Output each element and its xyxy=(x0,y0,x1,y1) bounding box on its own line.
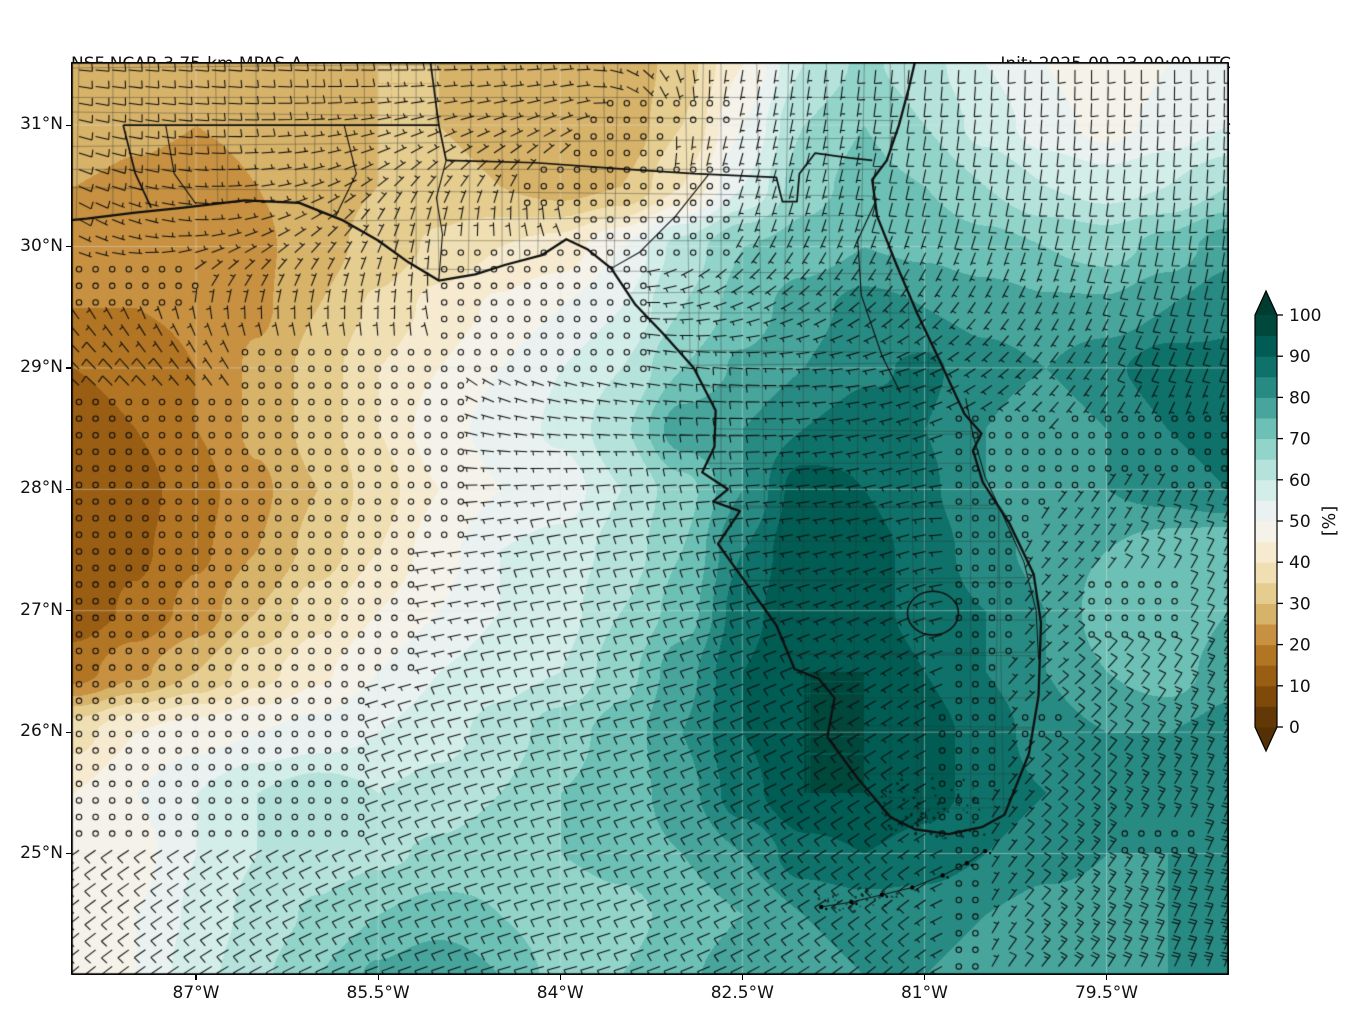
colorbar-tick-label: 60 xyxy=(1289,471,1311,491)
y-axis-tick xyxy=(66,610,71,612)
y-tick-label: 31°N xyxy=(20,114,63,135)
colorbar-band xyxy=(1255,438,1277,460)
y-axis-tick xyxy=(66,852,71,855)
y-tick-label: 30°N xyxy=(20,235,63,256)
y-tick-label: 28°N xyxy=(20,478,63,499)
colorbar-band xyxy=(1255,479,1277,501)
colorbar-band xyxy=(1255,356,1277,378)
colorbar-tick-label: 10 xyxy=(1289,677,1311,697)
x-tick-label: 82.5°W xyxy=(710,983,774,1003)
y-axis-tick xyxy=(66,367,71,369)
colorbar-band xyxy=(1255,665,1277,687)
colorbar-band xyxy=(1255,459,1277,481)
x-tick-label: 85.5°W xyxy=(346,983,410,1003)
x-tick-label: 81°W xyxy=(900,983,948,1003)
colorbar-tick-label: 20 xyxy=(1289,636,1311,656)
colorbar-band xyxy=(1255,624,1277,646)
y-tick-label: 25°N xyxy=(20,842,63,863)
y-axis-tick xyxy=(66,245,71,248)
colorbar-band xyxy=(1255,335,1277,357)
x-tick-label: 87°W xyxy=(172,983,220,1003)
map-plot-canvas xyxy=(71,62,1229,975)
y-axis-tick xyxy=(66,124,71,126)
x-axis-tick xyxy=(741,975,744,980)
colorbar-units-label: [%] xyxy=(1320,506,1340,536)
x-tick-label: 84°W xyxy=(536,983,584,1003)
x-axis-tick xyxy=(1105,975,1108,980)
colorbar-band xyxy=(1255,603,1277,625)
y-tick-label: 29°N xyxy=(20,356,63,377)
y-axis-tick xyxy=(66,488,71,491)
colorbar-over-arrow xyxy=(1255,291,1277,315)
colorbar-band xyxy=(1255,521,1277,543)
colorbar-tick-label: 0 xyxy=(1289,718,1300,738)
colorbar-band xyxy=(1255,685,1277,707)
colorbar-tick-label: 70 xyxy=(1289,430,1311,450)
x-tick-label: 79.5°W xyxy=(1074,983,1139,1003)
colorbar-tick-label: 100 xyxy=(1289,306,1321,326)
x-axis-tick xyxy=(195,975,197,980)
colorbar-band xyxy=(1255,582,1277,604)
colorbar-band xyxy=(1255,562,1277,584)
colorbar-under-arrow xyxy=(1255,727,1277,751)
y-tick-label: 27°N xyxy=(20,599,63,620)
colorbar-tick-label: 30 xyxy=(1289,594,1311,614)
colorbar-band xyxy=(1255,500,1277,522)
colorbar-tick-label: 90 xyxy=(1289,347,1311,367)
colorbar-band xyxy=(1255,376,1277,398)
y-axis-tick xyxy=(66,731,71,733)
y-tick-label: 26°N xyxy=(20,721,63,742)
colorbar-tick-label: 80 xyxy=(1289,388,1311,408)
colorbar-tick-label: 40 xyxy=(1289,553,1311,573)
colorbar-band xyxy=(1255,541,1277,563)
colorbar-band xyxy=(1255,418,1277,440)
colorbar-band xyxy=(1255,397,1277,419)
x-axis-tick xyxy=(923,975,926,980)
colorbar-band xyxy=(1255,644,1277,666)
colorbar-band xyxy=(1255,706,1277,728)
colorbar: 0 10 20 30 40 50 60 70 80 90 100 [%] xyxy=(1254,289,1340,753)
colorbar-tick-label: 50 xyxy=(1289,512,1311,532)
colorbar-band xyxy=(1255,315,1277,337)
x-axis-tick xyxy=(377,975,379,980)
x-axis-tick xyxy=(559,975,561,980)
